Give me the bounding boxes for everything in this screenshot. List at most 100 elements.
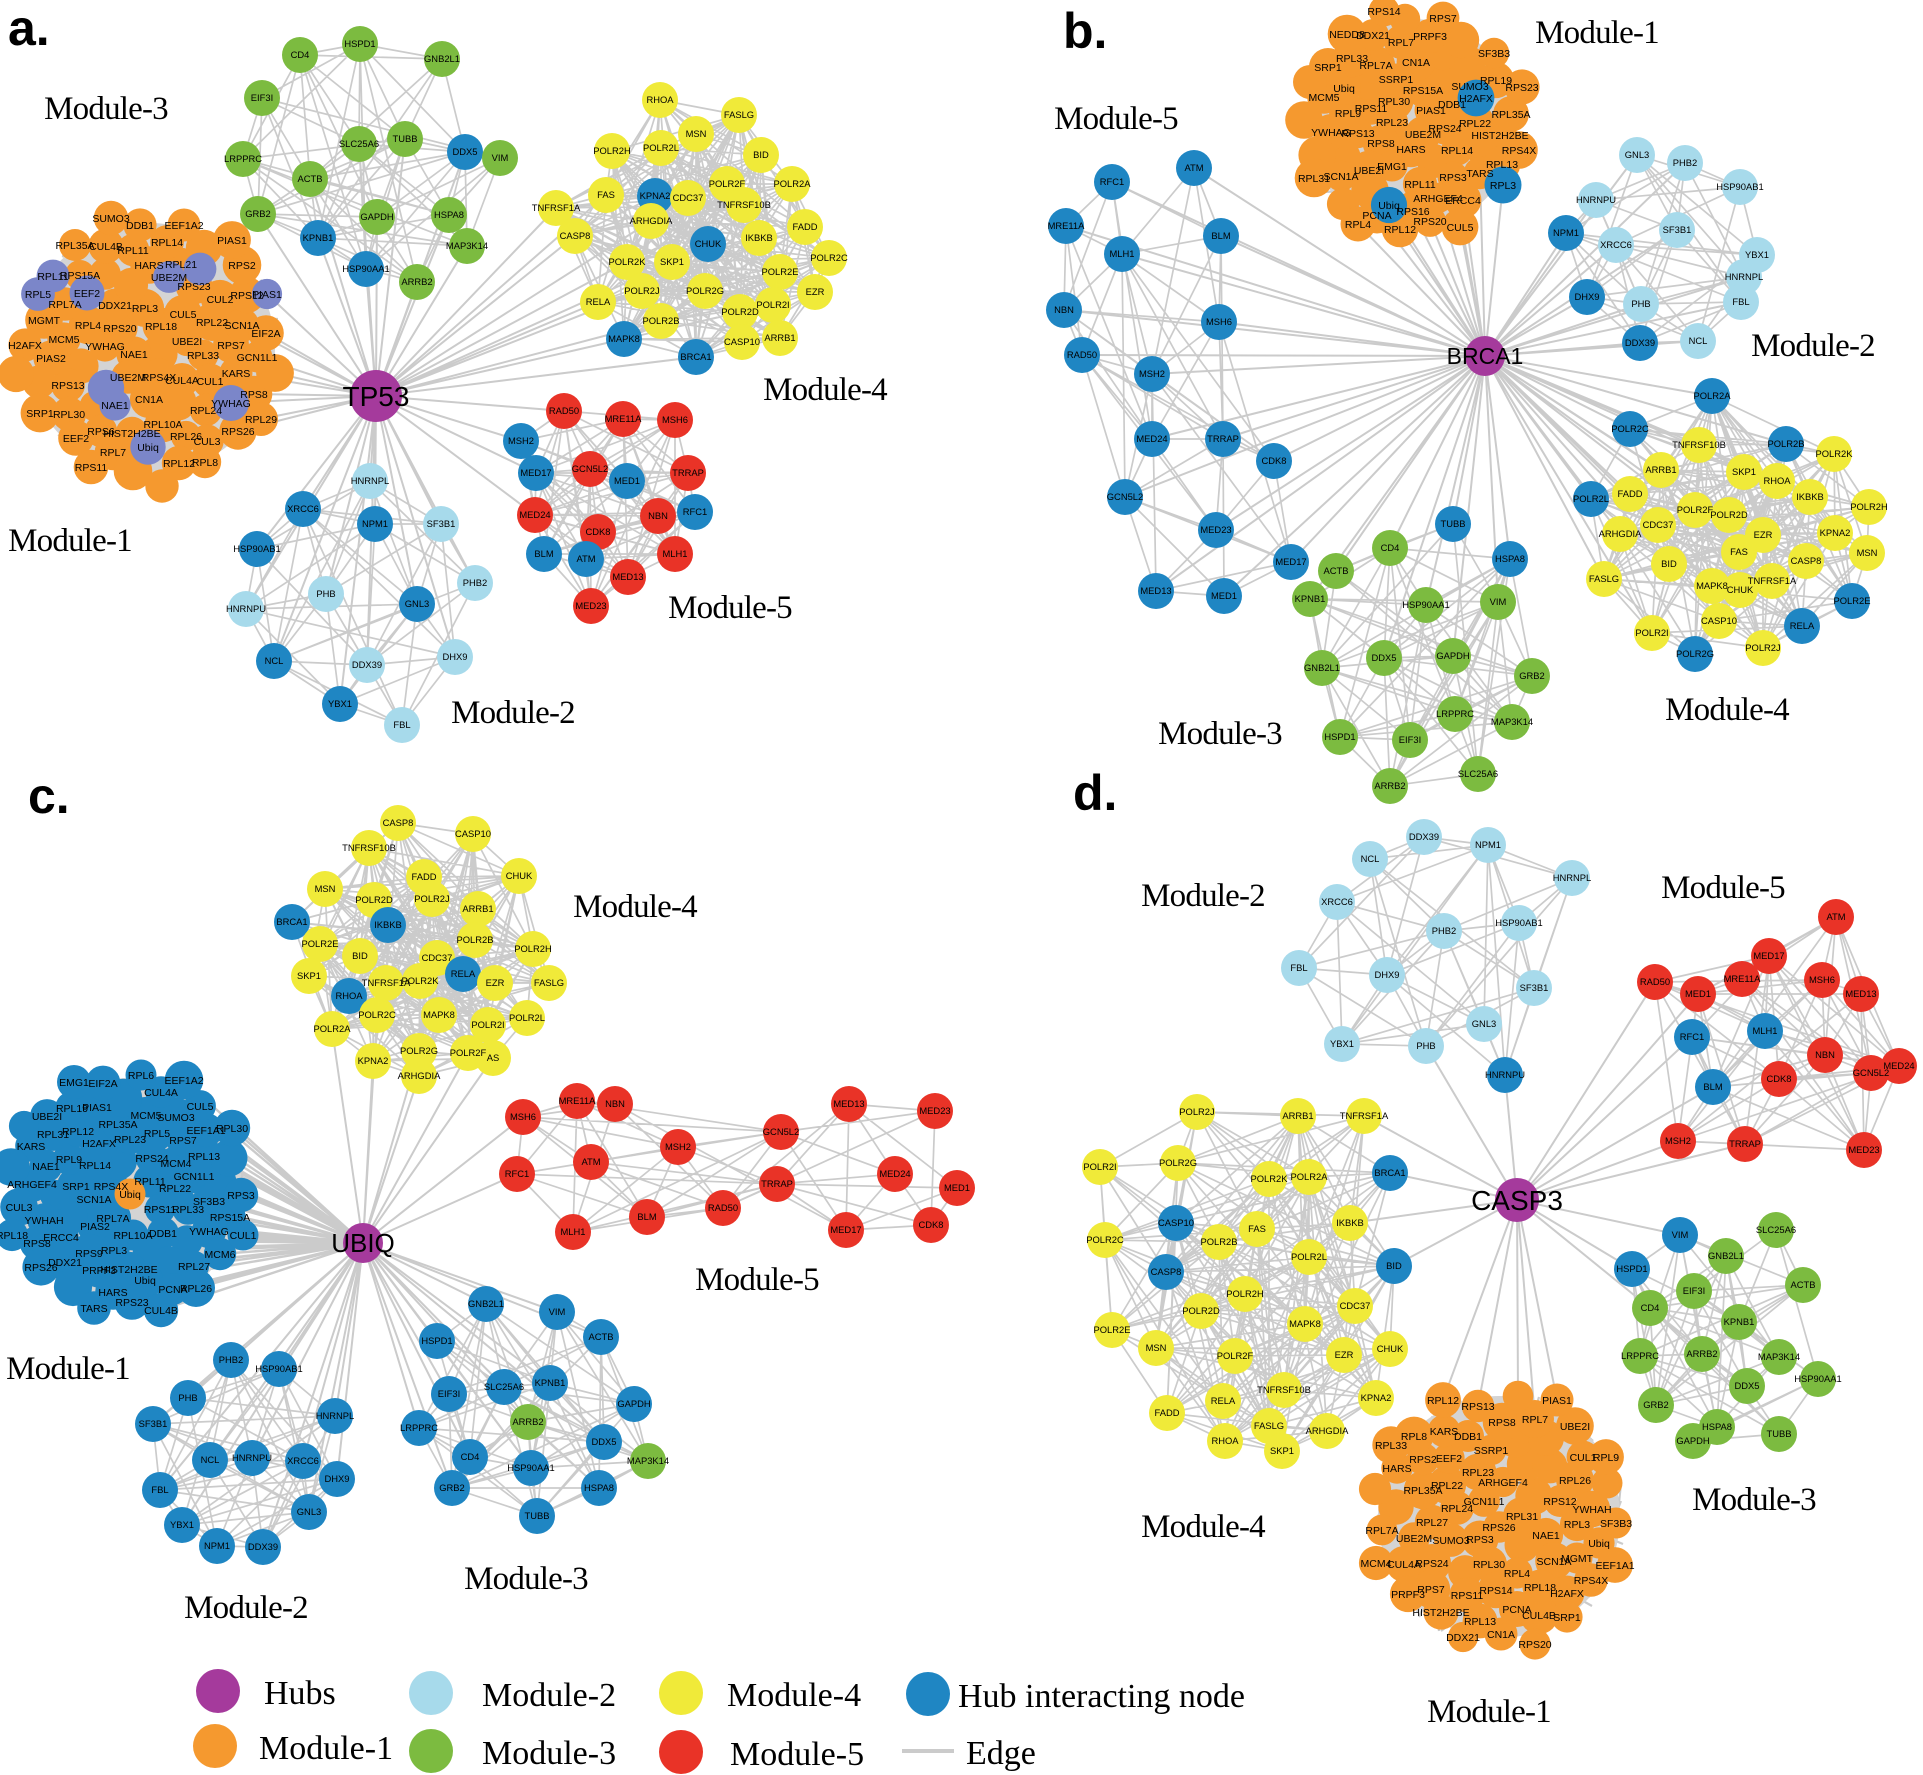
svg-text:PHB: PHB [316, 588, 335, 599]
svg-text:ARRB1: ARRB1 [764, 332, 795, 343]
svg-text:POLR2E: POLR2E [762, 266, 799, 277]
svg-text:MED24: MED24 [879, 1168, 910, 1179]
svg-text:EIF2A: EIF2A [251, 328, 280, 340]
svg-text:RPS4X: RPS4X [1574, 1575, 1608, 1587]
svg-text:RPS2: RPS2 [1409, 1454, 1437, 1466]
svg-text:POLR2B: POLR2B [643, 315, 680, 326]
svg-text:RPS3: RPS3 [1466, 1534, 1494, 1546]
svg-text:POLR2H: POLR2H [1850, 501, 1888, 512]
svg-text:IKBKB: IKBKB [1336, 1217, 1364, 1228]
svg-text:RPS11: RPS11 [75, 462, 108, 474]
svg-text:Module-4: Module-4 [727, 1677, 861, 1714]
svg-text:BLM: BLM [1211, 230, 1230, 241]
svg-text:NBN: NBN [1054, 304, 1074, 315]
svg-text:POLR2D: POLR2D [721, 306, 759, 317]
svg-text:RPL22: RPL22 [1459, 118, 1491, 130]
svg-text:RPL3: RPL3 [132, 303, 158, 315]
svg-text:CASP10: CASP10 [455, 828, 491, 839]
svg-text:GAPDH: GAPDH [360, 211, 393, 222]
svg-text:Module-1: Module-1 [8, 523, 132, 559]
svg-text:PHB2: PHB2 [1673, 157, 1698, 168]
svg-text:MSH6: MSH6 [1809, 974, 1835, 985]
svg-text:RPS23: RPS23 [115, 1297, 148, 1309]
svg-text:MED23: MED23 [575, 600, 606, 611]
svg-text:RPS13: RPS13 [51, 380, 84, 392]
svg-text:EEF1A1: EEF1A1 [186, 1125, 225, 1137]
svg-text:GAPDH: GAPDH [617, 1398, 650, 1409]
svg-text:Ubiq: Ubiq [119, 1189, 141, 1201]
svg-text:DHX9: DHX9 [1574, 291, 1599, 302]
svg-text:Module-1: Module-1 [6, 1351, 130, 1387]
svg-text:DDB1: DDB1 [126, 220, 154, 232]
svg-text:RPL26: RPL26 [180, 1283, 212, 1295]
svg-text:RPS4X: RPS4X [142, 372, 176, 384]
svg-text:MED23: MED23 [1200, 524, 1231, 535]
svg-text:EEF1A2: EEF1A2 [164, 220, 203, 232]
svg-text:UBE2M: UBE2M [1396, 1533, 1432, 1545]
svg-text:Module-1: Module-1 [1535, 15, 1659, 51]
svg-text:MRE11A: MRE11A [1048, 220, 1086, 231]
svg-text:DDX21: DDX21 [1356, 30, 1390, 42]
svg-text:CD4: CD4 [291, 49, 310, 60]
svg-text:CUL4B: CUL4B [1522, 1610, 1556, 1622]
svg-text:KPNA2: KPNA2 [358, 1055, 389, 1066]
svg-text:SUMO3: SUMO3 [1432, 1535, 1470, 1547]
svg-text:POLR2K: POLR2K [609, 256, 647, 267]
svg-text:CASP8: CASP8 [1791, 555, 1822, 566]
svg-text:CUL4B: CUL4B [144, 1305, 178, 1317]
svg-text:CN1A: CN1A [135, 394, 163, 406]
svg-text:MCM5: MCM5 [131, 1110, 162, 1122]
svg-text:GNB2L1: GNB2L1 [1304, 662, 1340, 673]
svg-text:KPNB1: KPNB1 [1724, 1316, 1755, 1327]
svg-text:NAE1: NAE1 [32, 1161, 60, 1173]
svg-text:GAPDH: GAPDH [1676, 1435, 1709, 1446]
svg-text:CHUK: CHUK [1377, 1343, 1404, 1354]
svg-text:Hub interacting node: Hub interacting node [958, 1678, 1245, 1715]
svg-text:RAD50: RAD50 [708, 1202, 738, 1213]
svg-text:RELA: RELA [1790, 620, 1815, 631]
svg-text:BID: BID [753, 149, 769, 160]
svg-text:MLH1: MLH1 [560, 1226, 585, 1237]
svg-text:RPS8: RPS8 [1367, 138, 1395, 150]
svg-text:RPS15A: RPS15A [210, 1212, 250, 1224]
svg-text:HSPA8: HSPA8 [1702, 1421, 1732, 1432]
svg-text:POLR2K: POLR2K [1251, 1173, 1289, 1184]
svg-text:EIF3I: EIF3I [438, 1388, 460, 1399]
svg-text:RPS4X: RPS4X [94, 1181, 128, 1193]
svg-text:GCN1L1: GCN1L1 [237, 352, 278, 364]
svg-text:RPL7: RPL7 [1522, 1414, 1548, 1426]
svg-text:GRB2: GRB2 [439, 1482, 465, 1493]
svg-text:TARS: TARS [80, 1303, 107, 1315]
svg-text:POLR2H: POLR2H [1226, 1288, 1264, 1299]
svg-text:CDK8: CDK8 [1261, 455, 1286, 466]
svg-text:MED13: MED13 [1140, 585, 1171, 596]
svg-text:BRCA1: BRCA1 [276, 916, 307, 927]
svg-text:RFC1: RFC1 [1100, 176, 1124, 187]
svg-text:NBN: NBN [1815, 1049, 1835, 1060]
svg-text:MED17: MED17 [520, 467, 551, 478]
svg-text:MED23: MED23 [1848, 1144, 1879, 1155]
svg-text:SUMO3: SUMO3 [157, 1112, 195, 1124]
svg-text:EIF3I: EIF3I [1683, 1285, 1705, 1296]
svg-text:FASLG: FASLG [534, 977, 564, 988]
svg-text:HARS: HARS [98, 1287, 127, 1299]
svg-text:UBE2M: UBE2M [151, 272, 187, 284]
svg-text:SKP1: SKP1 [660, 256, 684, 267]
svg-text:RHOA: RHOA [1763, 475, 1791, 486]
svg-text:RPL31: RPL31 [37, 1129, 69, 1141]
svg-text:b.: b. [1063, 3, 1107, 59]
svg-text:BLM: BLM [637, 1211, 656, 1222]
svg-text:PHB2: PHB2 [219, 1354, 244, 1365]
svg-text:DDX21: DDX21 [98, 300, 132, 312]
svg-text:RPL5: RPL5 [144, 1128, 170, 1140]
svg-text:HSPA8: HSPA8 [1495, 553, 1525, 564]
svg-text:RPL11: RPL11 [1404, 179, 1435, 191]
svg-text:NBN: NBN [605, 1098, 625, 1109]
svg-text:PCNA: PCNA [1502, 1604, 1531, 1616]
svg-text:Module-3: Module-3 [1692, 1482, 1816, 1518]
svg-text:POLR2A: POLR2A [774, 178, 812, 189]
svg-text:Module-2: Module-2 [451, 695, 575, 731]
svg-text:POLR2C: POLR2C [810, 252, 848, 263]
svg-text:NAE1: NAE1 [1532, 1530, 1560, 1542]
svg-text:SSRP1: SSRP1 [1379, 74, 1414, 86]
